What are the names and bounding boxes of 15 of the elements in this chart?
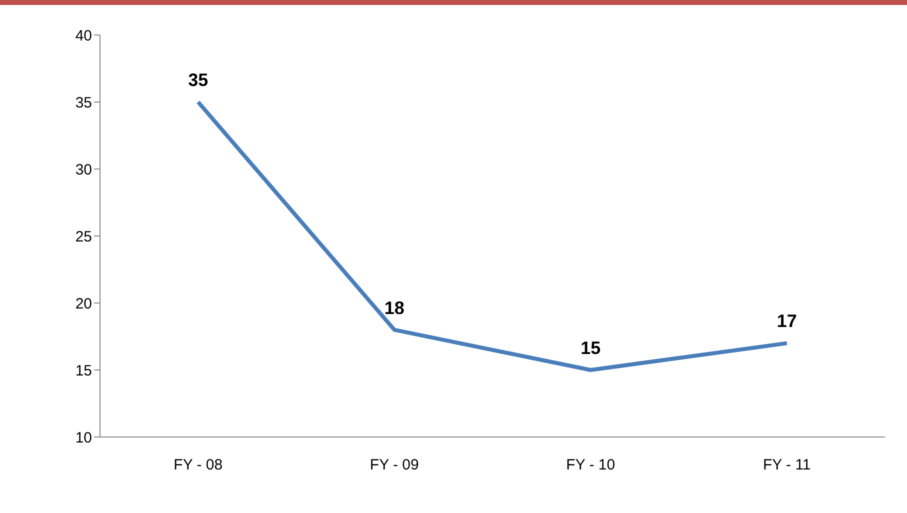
y-tick-label: 35 xyxy=(75,94,92,112)
x-tick-label: FY - 08 xyxy=(174,456,223,474)
y-tick-label: 20 xyxy=(75,295,92,312)
x-tick-label: FY - 09 xyxy=(370,456,419,474)
data-label: 17 xyxy=(776,311,797,332)
y-tick-label: 30 xyxy=(75,161,92,178)
data-label: 15 xyxy=(580,338,601,358)
x-tick-label: FY - 11 xyxy=(762,456,811,474)
y-tick-label: 10 xyxy=(75,429,92,446)
x-tick-label: FY - 10 xyxy=(566,456,616,474)
y-tick-label: 25 xyxy=(75,228,92,246)
data-label: 18 xyxy=(384,298,404,318)
y-tick-label: 40 xyxy=(75,27,92,44)
data-label: 35 xyxy=(188,70,208,90)
y-tick-label: 15 xyxy=(75,362,92,380)
